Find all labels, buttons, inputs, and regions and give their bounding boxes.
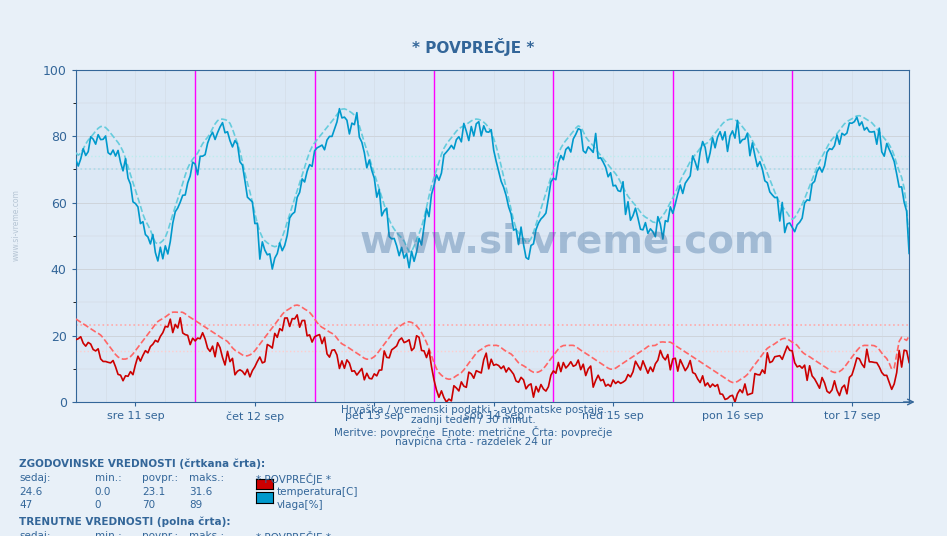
Text: Hrvaška / vremenski podatki - avtomatske postaje.: Hrvaška / vremenski podatki - avtomatske… xyxy=(341,405,606,415)
Text: www.si-vreme.com: www.si-vreme.com xyxy=(360,222,776,260)
Text: sedaj:: sedaj: xyxy=(19,473,50,483)
Text: zadnji teden / 30 minut.: zadnji teden / 30 minut. xyxy=(411,415,536,426)
Text: * POVPREČJE *: * POVPREČJE * xyxy=(256,473,331,485)
Text: 23.1: 23.1 xyxy=(142,487,166,497)
Text: * POVPREČJE *: * POVPREČJE * xyxy=(256,531,331,536)
Text: sedaj:: sedaj: xyxy=(19,531,50,536)
Text: 24.6: 24.6 xyxy=(19,487,43,497)
Text: www.si-vreme.com: www.si-vreme.com xyxy=(11,189,21,261)
Text: 89: 89 xyxy=(189,500,203,510)
Text: TRENUTNE VREDNOSTI (polna črta):: TRENUTNE VREDNOSTI (polna črta): xyxy=(19,516,230,527)
Text: 0.0: 0.0 xyxy=(95,487,111,497)
Text: povpr.:: povpr.: xyxy=(142,531,178,536)
Text: * POVPREČJE *: * POVPREČJE * xyxy=(412,38,535,56)
Text: maks.:: maks.: xyxy=(189,531,224,536)
Text: min.:: min.: xyxy=(95,531,121,536)
Text: Meritve: povprečne  Enote: metrične  Črta: povprečje: Meritve: povprečne Enote: metrične Črta:… xyxy=(334,426,613,438)
Text: 47: 47 xyxy=(19,500,32,510)
Text: 31.6: 31.6 xyxy=(189,487,213,497)
Text: povpr.:: povpr.: xyxy=(142,473,178,483)
Text: 0: 0 xyxy=(95,500,101,510)
Text: temperatura[C]: temperatura[C] xyxy=(277,487,358,497)
Text: maks.:: maks.: xyxy=(189,473,224,483)
Text: ZGODOVINSKE VREDNOSTI (črtkana črta):: ZGODOVINSKE VREDNOSTI (črtkana črta): xyxy=(19,458,265,469)
Text: navpična črta - razdelek 24 ur: navpična črta - razdelek 24 ur xyxy=(395,437,552,448)
Text: vlaga[%]: vlaga[%] xyxy=(277,500,323,510)
Text: 70: 70 xyxy=(142,500,155,510)
Text: min.:: min.: xyxy=(95,473,121,483)
